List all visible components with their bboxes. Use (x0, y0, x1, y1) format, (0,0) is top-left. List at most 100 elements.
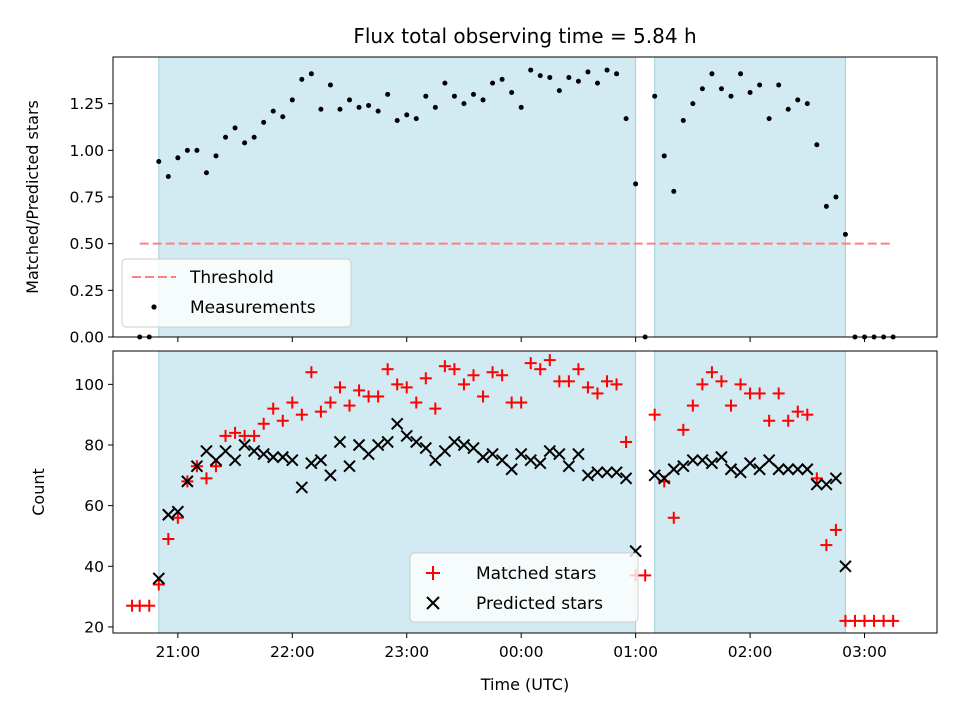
predicted-stars-point (410, 435, 423, 449)
matched-stars-point (820, 539, 833, 552)
y-tick-label: 0.75 (69, 189, 104, 207)
predicted-stars-point (419, 441, 433, 455)
matched-stars-point (267, 402, 280, 415)
bottom-plot-frame (112, 350, 938, 634)
predicted-stars-point (162, 508, 175, 521)
measurement-point (509, 89, 515, 95)
measurement-point (394, 117, 400, 123)
matched-stars-point (639, 569, 652, 582)
predicted-stars-point (772, 463, 785, 476)
predicted-stars-point (591, 466, 604, 479)
matched-stars-point (772, 387, 785, 400)
matched-stars-point (734, 378, 747, 391)
top-legend: Threshold Measurements (121, 258, 352, 328)
predicted-stars-point (543, 444, 557, 458)
measurement-point (308, 71, 314, 77)
predicted-stars-point (476, 450, 490, 464)
x-tick-label: 03:00 (842, 643, 887, 661)
measurement-point (747, 89, 753, 95)
predicted-stars-point (619, 472, 633, 485)
matched-stars-point (219, 429, 232, 442)
x-tick-label: 23:00 (384, 643, 429, 661)
predicted-stars-point (190, 460, 204, 473)
predicted-stars-point (209, 453, 223, 467)
matched-stars-point (400, 381, 413, 394)
predicted-stars-point (486, 447, 499, 461)
matched-stars-point (381, 363, 394, 376)
x-tick-label: 22:00 (270, 643, 315, 661)
matched-stars-point (562, 375, 575, 388)
x-tick-label: 21:00 (156, 643, 201, 661)
matched-stars-point (725, 399, 737, 412)
matched-stars-point (572, 363, 585, 376)
matched-stars-point (496, 369, 509, 382)
predicted-stars-point (724, 463, 738, 476)
matched-stars-point (391, 378, 404, 391)
predicted-stars-point (295, 481, 309, 494)
predicted-stars-point (343, 460, 356, 473)
measurement-point (833, 194, 839, 200)
measurement-point (175, 155, 181, 161)
bottom-x-ticks: 21:00 22:00 23:00 00:00 01:00 02:00 03:00 (156, 633, 887, 661)
matched-stars-point (887, 614, 900, 627)
measurement-point (451, 93, 457, 99)
predicted-stars-point (457, 438, 471, 452)
predicted-stars-point (228, 453, 242, 467)
bottom-legend: Matched stars Predicted stars (409, 552, 639, 623)
x-tick-label: 01:00 (613, 643, 658, 661)
matched-stars-point (581, 381, 594, 394)
measurement-point (680, 117, 686, 123)
observing-window-band (654, 56, 846, 338)
predicted-stars-point (820, 478, 833, 491)
predicted-stars-point (219, 444, 232, 458)
matched-stars-point (782, 414, 795, 427)
measurement-point (375, 108, 381, 114)
predicted-stars-point (667, 463, 680, 476)
measurement-point (728, 93, 734, 99)
measurement-point (423, 93, 429, 99)
bottom-legend-box (409, 552, 639, 623)
predicted-stars-point (743, 456, 757, 470)
predicted-stars-point (696, 453, 709, 467)
measurement-point (709, 71, 715, 77)
predicted-stars-point (495, 453, 509, 467)
matched-stars-point (343, 399, 356, 412)
measurement-point (528, 67, 534, 73)
y-tick-label: 0.00 (69, 329, 104, 347)
matched-stars-point (257, 417, 270, 430)
matched-stars-point (210, 460, 222, 473)
top-y-ticks: 0.00 0.25 0.50 0.75 1.00 1.25 (69, 95, 113, 347)
chart-title: Flux total observing time = 5.84 h (353, 24, 696, 48)
legend-matched-label: Matched stars (476, 564, 596, 584)
measurement-point (795, 97, 801, 103)
matched-stars-point (286, 396, 299, 409)
matched-stars-point (276, 414, 289, 427)
predicted-stars-point (438, 444, 452, 458)
bottom-y-ticks: 20 40 60 80 100 (74, 376, 113, 636)
measurement-point (652, 93, 658, 99)
predicted-stars-point (581, 469, 595, 482)
predicted-stars-point (362, 447, 375, 461)
matched-stars-point (801, 408, 814, 421)
measurement-point (556, 88, 562, 94)
y-tick-label: 20 (84, 618, 104, 636)
top-y-axis-label: Matched/Predicted stars (23, 100, 42, 294)
matched-stars-point (591, 387, 604, 400)
measurement-point (614, 71, 620, 77)
measurement-point (232, 125, 238, 131)
measurement-point (814, 142, 820, 148)
predicted-stars-point (600, 466, 614, 479)
matched-stars-point (763, 414, 776, 427)
predicted-stars-point (610, 466, 623, 479)
top-panel: Flux total observing time = 5.84 h 0.000… (23, 24, 938, 347)
predicted-stars-point (524, 453, 537, 467)
measurement-point (242, 140, 248, 146)
matched-stars-point (791, 405, 804, 418)
measurement-point (184, 147, 190, 153)
predicted-stars-point (448, 435, 461, 449)
top-x-ticks (177, 337, 866, 342)
predicted-stars-point (648, 469, 661, 482)
matched-stars-point (229, 426, 242, 439)
measurement-point (194, 147, 200, 153)
matched-stars-point (477, 390, 490, 403)
